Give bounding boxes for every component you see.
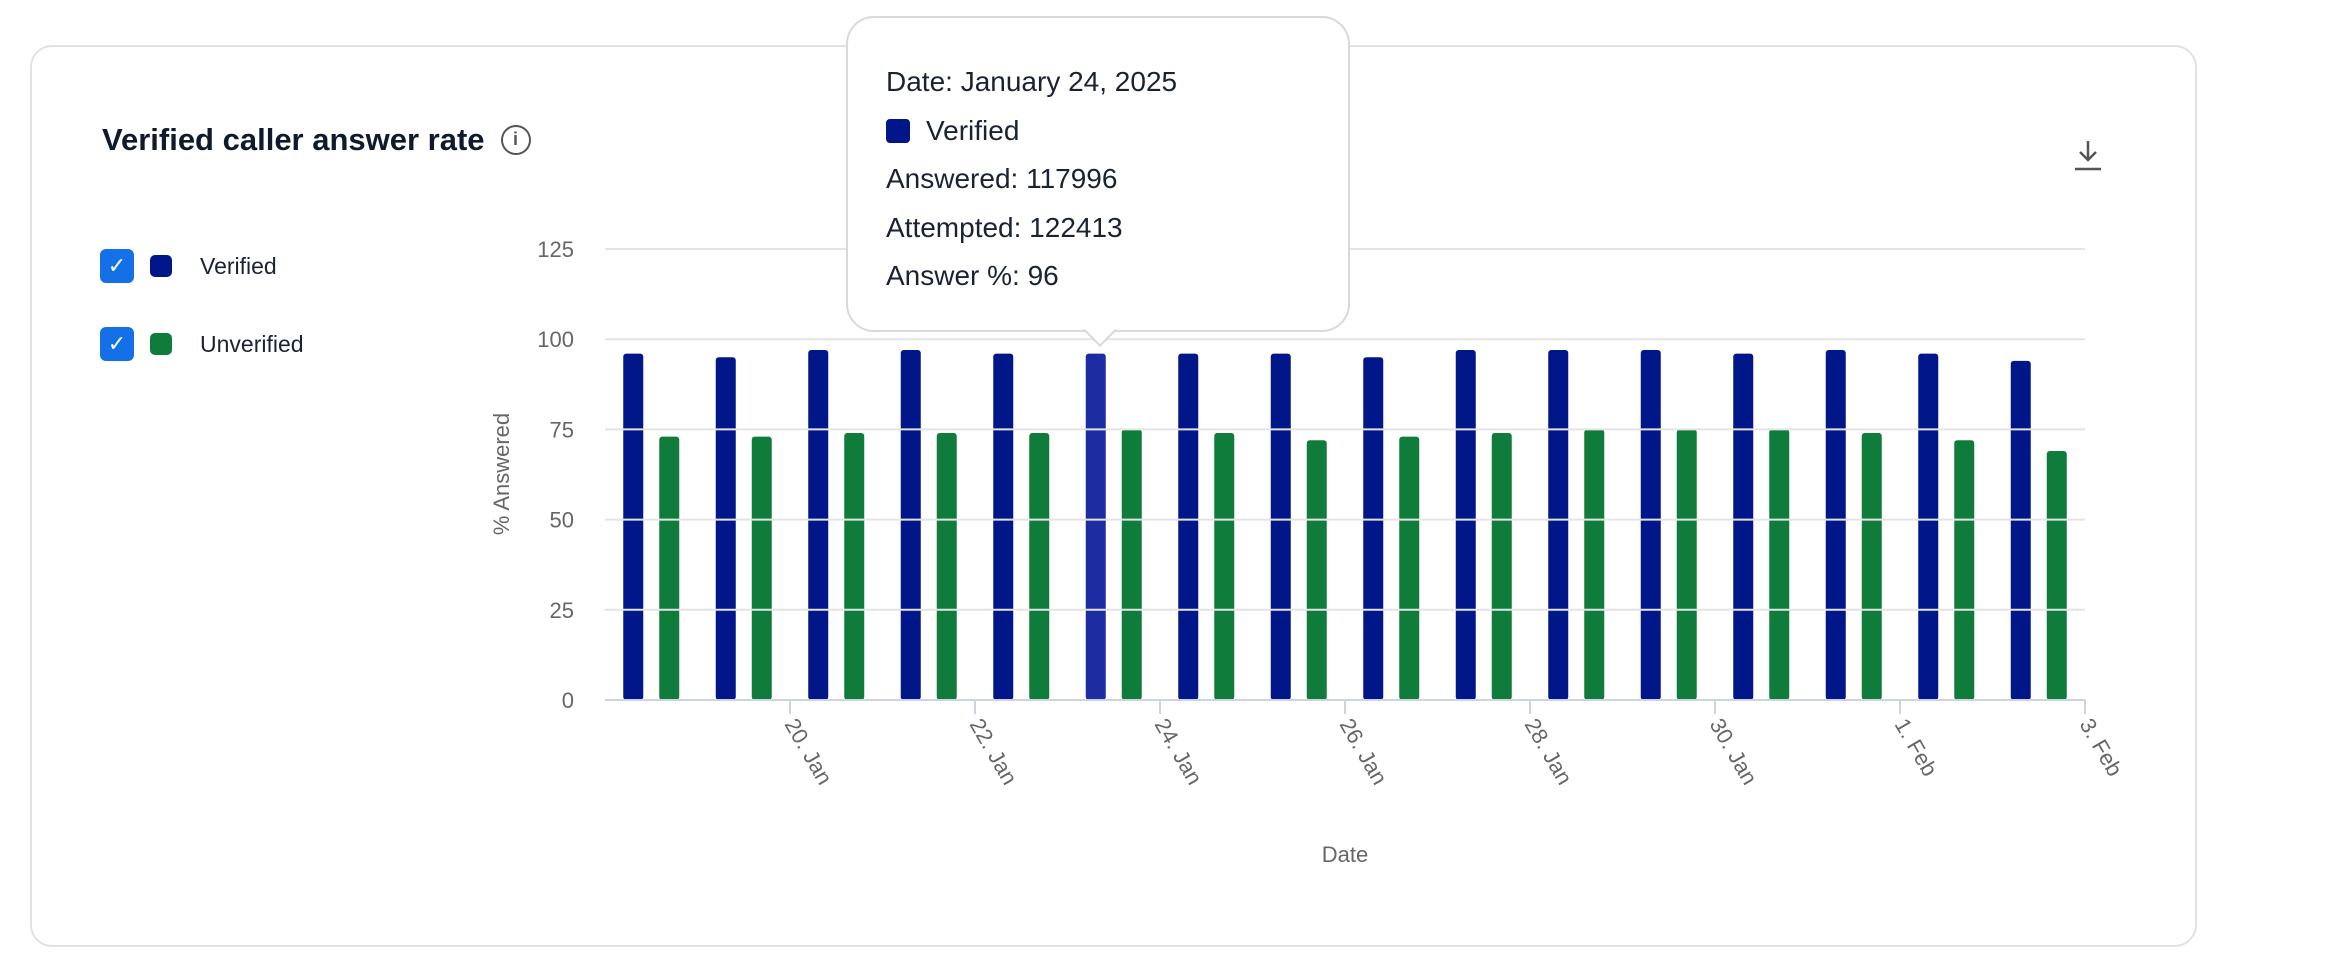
x-tick-label: 22. Jan [965, 714, 1023, 789]
y-tick-label: 125 [537, 237, 574, 262]
x-axis-label: Date [1322, 842, 1368, 867]
checkbox-verified[interactable]: ✓ [100, 249, 134, 283]
bar-verified [1548, 350, 1569, 700]
legend-swatch-verified [150, 255, 172, 277]
bar-unverified [1029, 433, 1050, 700]
x-tick-label: 1. Feb [1890, 714, 1943, 781]
bar-unverified [1954, 440, 1975, 700]
bar-unverified [2046, 451, 2067, 700]
x-tick-label: 20. Jan [780, 714, 838, 789]
legend-item-verified[interactable]: ✓ Verified [100, 249, 277, 283]
x-tick-label: 26. Jan [1335, 714, 1393, 789]
bar-unverified [1306, 440, 1327, 700]
x-tick-label: 30. Jan [1705, 714, 1763, 789]
bar-unverified [751, 436, 772, 700]
legend-label-verified: Verified [200, 252, 277, 279]
y-tick-label: 50 [550, 508, 574, 533]
download-icon[interactable] [2072, 138, 2104, 172]
bar-unverified [844, 433, 865, 700]
y-tick-label: 25 [550, 598, 574, 623]
bar-unverified [1769, 429, 1790, 700]
bar-verified [1178, 353, 1199, 700]
tooltip-answer-pct: Answer %: 96 [886, 260, 1059, 291]
y-tick-label: 100 [537, 327, 574, 352]
bar-unverified [659, 436, 680, 700]
bar-verified [2010, 360, 2031, 700]
x-tick-label: 24. Jan [1150, 714, 1208, 789]
legend-label-unverified: Unverified [200, 330, 304, 357]
bar-unverified [1491, 433, 1512, 700]
checkmark-icon: ✓ [107, 253, 127, 278]
checkbox-unverified[interactable]: ✓ [100, 327, 134, 361]
bar-verified [900, 350, 921, 700]
bar-verified [1733, 353, 1754, 700]
y-axis-label: % Answered [489, 413, 514, 535]
tooltip-series-name: Verified [926, 114, 1020, 146]
tooltip-answered: Answered: 117996 [886, 163, 1118, 194]
bar-unverified [1214, 433, 1235, 700]
tooltip-series: Verified [886, 107, 1310, 156]
y-tick-label: 75 [550, 417, 574, 442]
tooltip-attempted: Attempted: 122413 [886, 211, 1123, 243]
bar-unverified [1676, 429, 1697, 700]
bar-verified [1825, 350, 1846, 700]
checkmark-icon: ✓ [107, 331, 127, 356]
info-icon[interactable]: i [500, 125, 531, 155]
x-tick-label: 28. Jan [1520, 714, 1578, 789]
tooltip: Date: January 24, 2025 Verified Answered… [846, 16, 1350, 332]
bar-verified [993, 353, 1014, 700]
bar-unverified [1861, 433, 1882, 700]
bar-verified [808, 350, 829, 700]
bar-unverified [936, 433, 957, 700]
bar-verified [1918, 353, 1939, 700]
bar-verified [1270, 353, 1291, 700]
bar-verified [715, 357, 736, 700]
bar-unverified [1584, 429, 1605, 700]
bar-unverified [1399, 436, 1420, 700]
legend-swatch-unverified [150, 333, 172, 355]
x-tick-label: 3. Feb [2075, 714, 2128, 781]
bar-unverified [1121, 429, 1142, 700]
bar-verified [623, 353, 644, 700]
legend-item-unverified[interactable]: ✓ Unverified [100, 327, 304, 361]
bar-verified [1455, 350, 1476, 700]
chart-title: Verified caller answer rate [102, 122, 485, 157]
tooltip-swatch [886, 118, 910, 143]
bar-verified [1085, 353, 1106, 700]
y-tick-label: 0 [562, 688, 574, 713]
bar-verified [1640, 350, 1661, 700]
chart-header: Verified caller answer rate i [102, 122, 531, 158]
tooltip-date: Date: January 24, 2025 [886, 66, 1178, 97]
bar-verified [1363, 357, 1384, 700]
